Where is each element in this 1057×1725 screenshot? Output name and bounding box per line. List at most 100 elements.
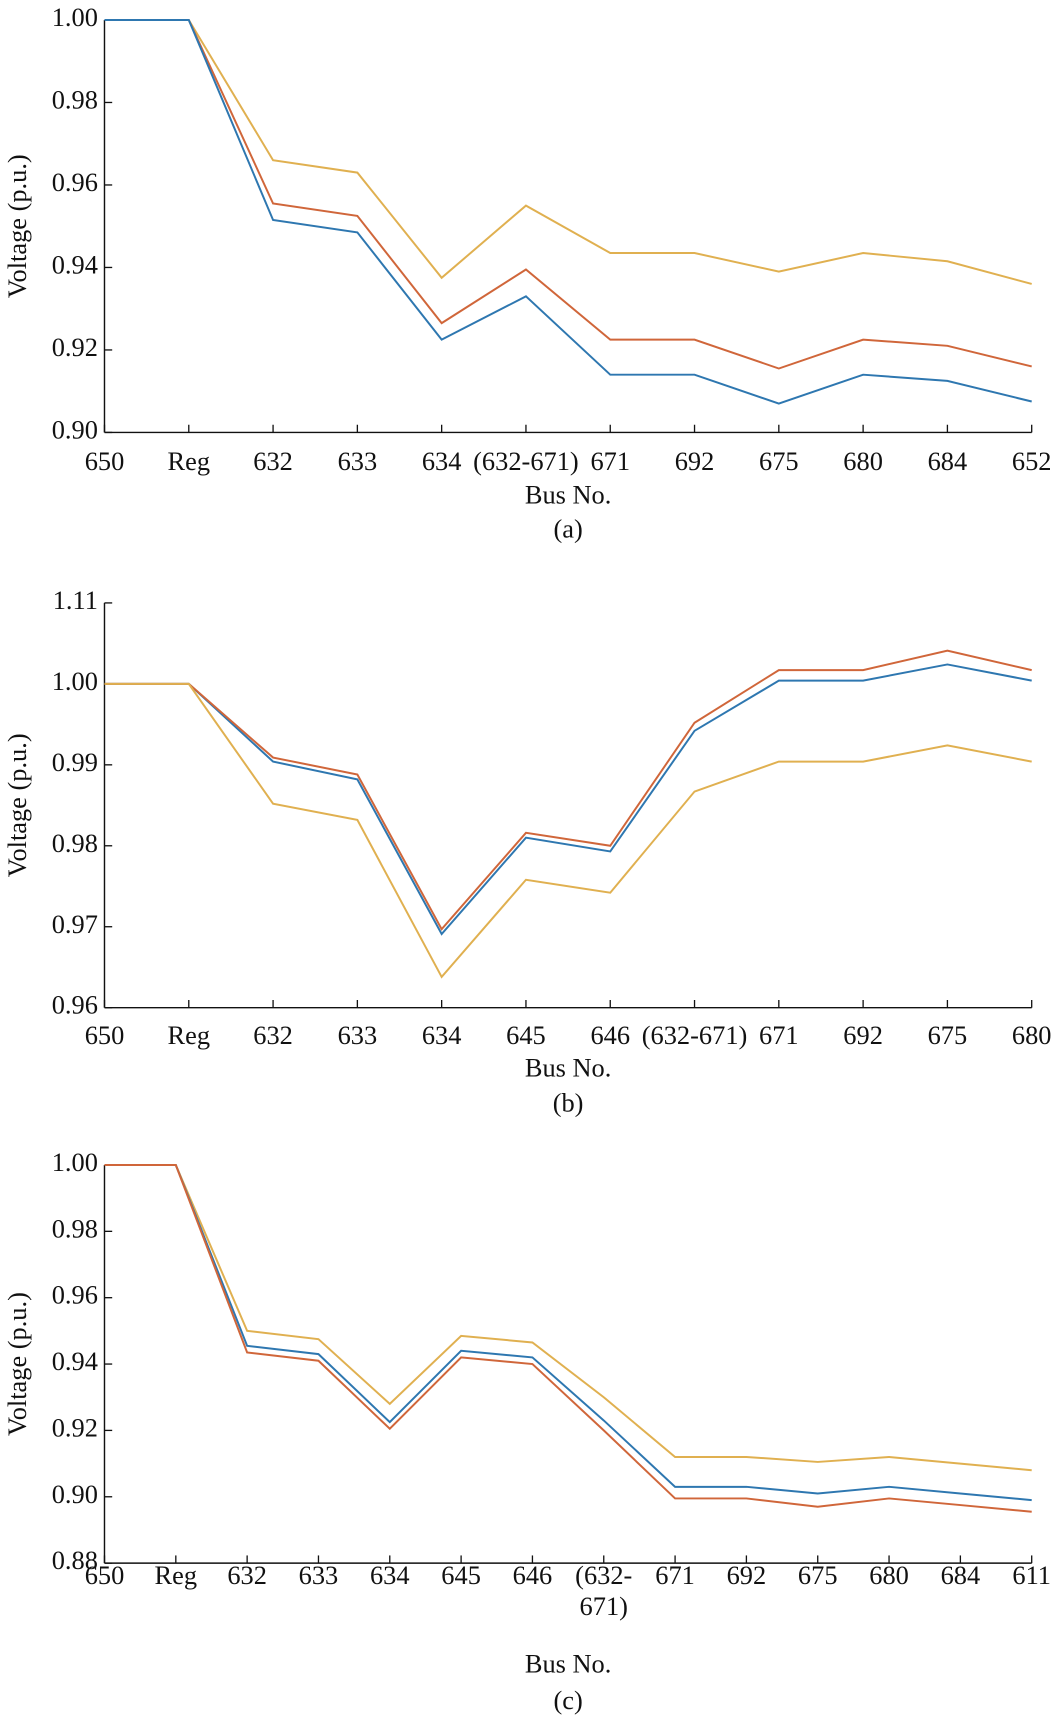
- y-tick-label: 1.00: [52, 1147, 98, 1177]
- series-line: [104, 1163, 1032, 1472]
- x-tick-label-box: Reg: [167, 447, 211, 477]
- x-tick-label-box: (632-671): [641, 1021, 748, 1051]
- x-tick-label: 692: [674, 447, 715, 477]
- x-tick-label-box: 692: [726, 1562, 767, 1591]
- x-tick-label: 675: [759, 447, 799, 477]
- x-tick-label: Reg: [167, 447, 211, 477]
- x-tick-label-box: 634: [421, 1021, 462, 1051]
- y-tick-label: 0.90: [52, 1479, 98, 1509]
- x-tick-label-box: 680: [1011, 1021, 1052, 1051]
- x-tick-label-box: 675: [927, 1021, 968, 1051]
- x-tick-label-box: 652: [1011, 447, 1052, 477]
- y-tick-label: 0.98: [52, 1213, 98, 1243]
- caption: (b): [553, 1088, 584, 1118]
- x-tick-label-box: Reg: [154, 1562, 198, 1591]
- y-tick-label: 0.96: [52, 167, 98, 197]
- x-tick-label-box: 692: [843, 1021, 883, 1051]
- x-tick-label: 650: [84, 1021, 125, 1051]
- y-tick-label: 0.96: [52, 1280, 98, 1310]
- x-tick-label-box: 632: [253, 447, 293, 477]
- x-tick-label: 684: [940, 1562, 981, 1591]
- x-tick-label: Reg: [154, 1562, 198, 1591]
- x-tick-label: 652: [1011, 447, 1052, 477]
- x-tick-label-box: 633: [337, 1021, 378, 1051]
- x-tick-label-box: (632-671): [473, 447, 579, 477]
- y-tick-label: 0.88: [52, 1545, 98, 1575]
- x-tick-label-box: 645: [506, 1022, 546, 1051]
- x-tick-label-box: 671: [759, 1021, 799, 1051]
- x-tick-label: 684: [927, 447, 968, 477]
- y-tick-label: 0.98: [52, 828, 98, 858]
- x-tick-label: (632-671): [473, 447, 579, 477]
- y-axis-label: Voltage (p.u.): [2, 154, 32, 298]
- x-tick-label: 633: [337, 447, 378, 477]
- x-tick-label-box: 633: [337, 447, 378, 477]
- series-line: [104, 18, 1032, 405]
- x-tick-label-box: 650: [84, 1021, 125, 1051]
- caption: (a): [553, 513, 582, 543]
- x-tick-label: 671: [759, 1021, 799, 1051]
- x-tick-label-box: 646: [512, 1562, 553, 1591]
- y-axis-label: Voltage (p.u.): [2, 1292, 32, 1436]
- x-tick-label: 634: [421, 1021, 462, 1051]
- x-tick-label: 671: [590, 447, 631, 477]
- x-tick-label-box: (632- 671): [575, 1562, 633, 1622]
- caption: (c): [553, 1685, 582, 1715]
- x-tick-label: 634: [421, 447, 462, 477]
- x-tick-label: 680: [869, 1562, 909, 1591]
- y-tick-label: 1.00: [52, 666, 98, 696]
- x-axis-label: Bus No.: [525, 479, 611, 509]
- y-tick-label: 0.90: [52, 415, 98, 445]
- x-tick-label-box: 675: [797, 1562, 838, 1591]
- series-line: [104, 682, 1032, 979]
- x-tick-label-box: 650: [84, 1562, 125, 1591]
- x-tick-label-box: 675: [759, 447, 799, 477]
- x-tick-label: 692: [726, 1562, 767, 1591]
- x-tick-label: 632: [253, 1021, 293, 1051]
- x-tick-label: 633: [337, 1021, 378, 1051]
- x-tick-label-box: 650: [84, 447, 125, 477]
- y-tick-label: 0.98: [52, 85, 98, 115]
- x-tick-label: 680: [1011, 1021, 1052, 1051]
- x-tick-label: 646: [590, 1021, 631, 1051]
- y-tick-label: 0.94: [52, 1346, 98, 1376]
- x-tick-label: 633: [298, 1562, 339, 1591]
- x-tick-label: 632: [253, 447, 293, 477]
- x-tick-label-box: 632: [227, 1562, 267, 1591]
- series-line: [104, 18, 1032, 370]
- y-tick-label: 0.92: [52, 1412, 98, 1442]
- x-tick-label: 692: [843, 1021, 883, 1051]
- x-tick-label: 680: [843, 447, 883, 477]
- x-tick-label: 675: [797, 1562, 838, 1591]
- x-tick-label-box: 611: [1012, 1562, 1052, 1591]
- x-tick-label: 650: [84, 447, 125, 477]
- series-line: [104, 1163, 1032, 1502]
- x-tick-label-box: 671: [590, 447, 631, 477]
- series-line: [104, 1163, 1032, 1513]
- y-tick-label: 0.99: [52, 747, 98, 777]
- x-tick-label: 675: [927, 1021, 968, 1051]
- x-tick-label-box: 692: [674, 447, 715, 477]
- x-tick-label: 650: [84, 1562, 125, 1591]
- x-tick-label: Reg: [167, 1021, 211, 1051]
- x-tick-label: 611: [1012, 1562, 1052, 1591]
- x-tick-label: (632- 671): [575, 1562, 633, 1622]
- x-tick-label-box: 680: [843, 447, 883, 477]
- x-tick-label-box: 634: [370, 1562, 410, 1591]
- y-tick-label: 1.11: [53, 585, 98, 615]
- x-axis-label: Bus No.: [525, 1052, 611, 1082]
- x-tick-label: 632: [227, 1562, 267, 1591]
- x-tick-label-box: 680: [869, 1562, 909, 1591]
- y-axis-label: Voltage (p.u.): [2, 733, 32, 877]
- x-tick-label-box: Reg: [167, 1021, 211, 1051]
- x-axis-label: Bus No.: [525, 1649, 611, 1679]
- x-tick-label: (632-671): [641, 1021, 748, 1051]
- x-tick-label-box: 684: [927, 447, 968, 477]
- y-tick-label: 1.00: [52, 2, 98, 32]
- x-tick-label-box: 632: [253, 1021, 293, 1051]
- x-tick-label: 646: [512, 1562, 553, 1591]
- series-line: [104, 663, 1032, 936]
- x-tick-label-box: 671: [655, 1562, 695, 1591]
